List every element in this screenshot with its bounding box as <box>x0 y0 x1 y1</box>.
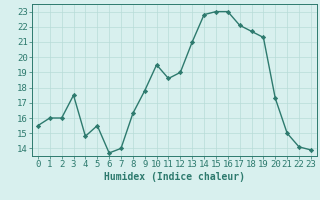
X-axis label: Humidex (Indice chaleur): Humidex (Indice chaleur) <box>104 172 245 182</box>
